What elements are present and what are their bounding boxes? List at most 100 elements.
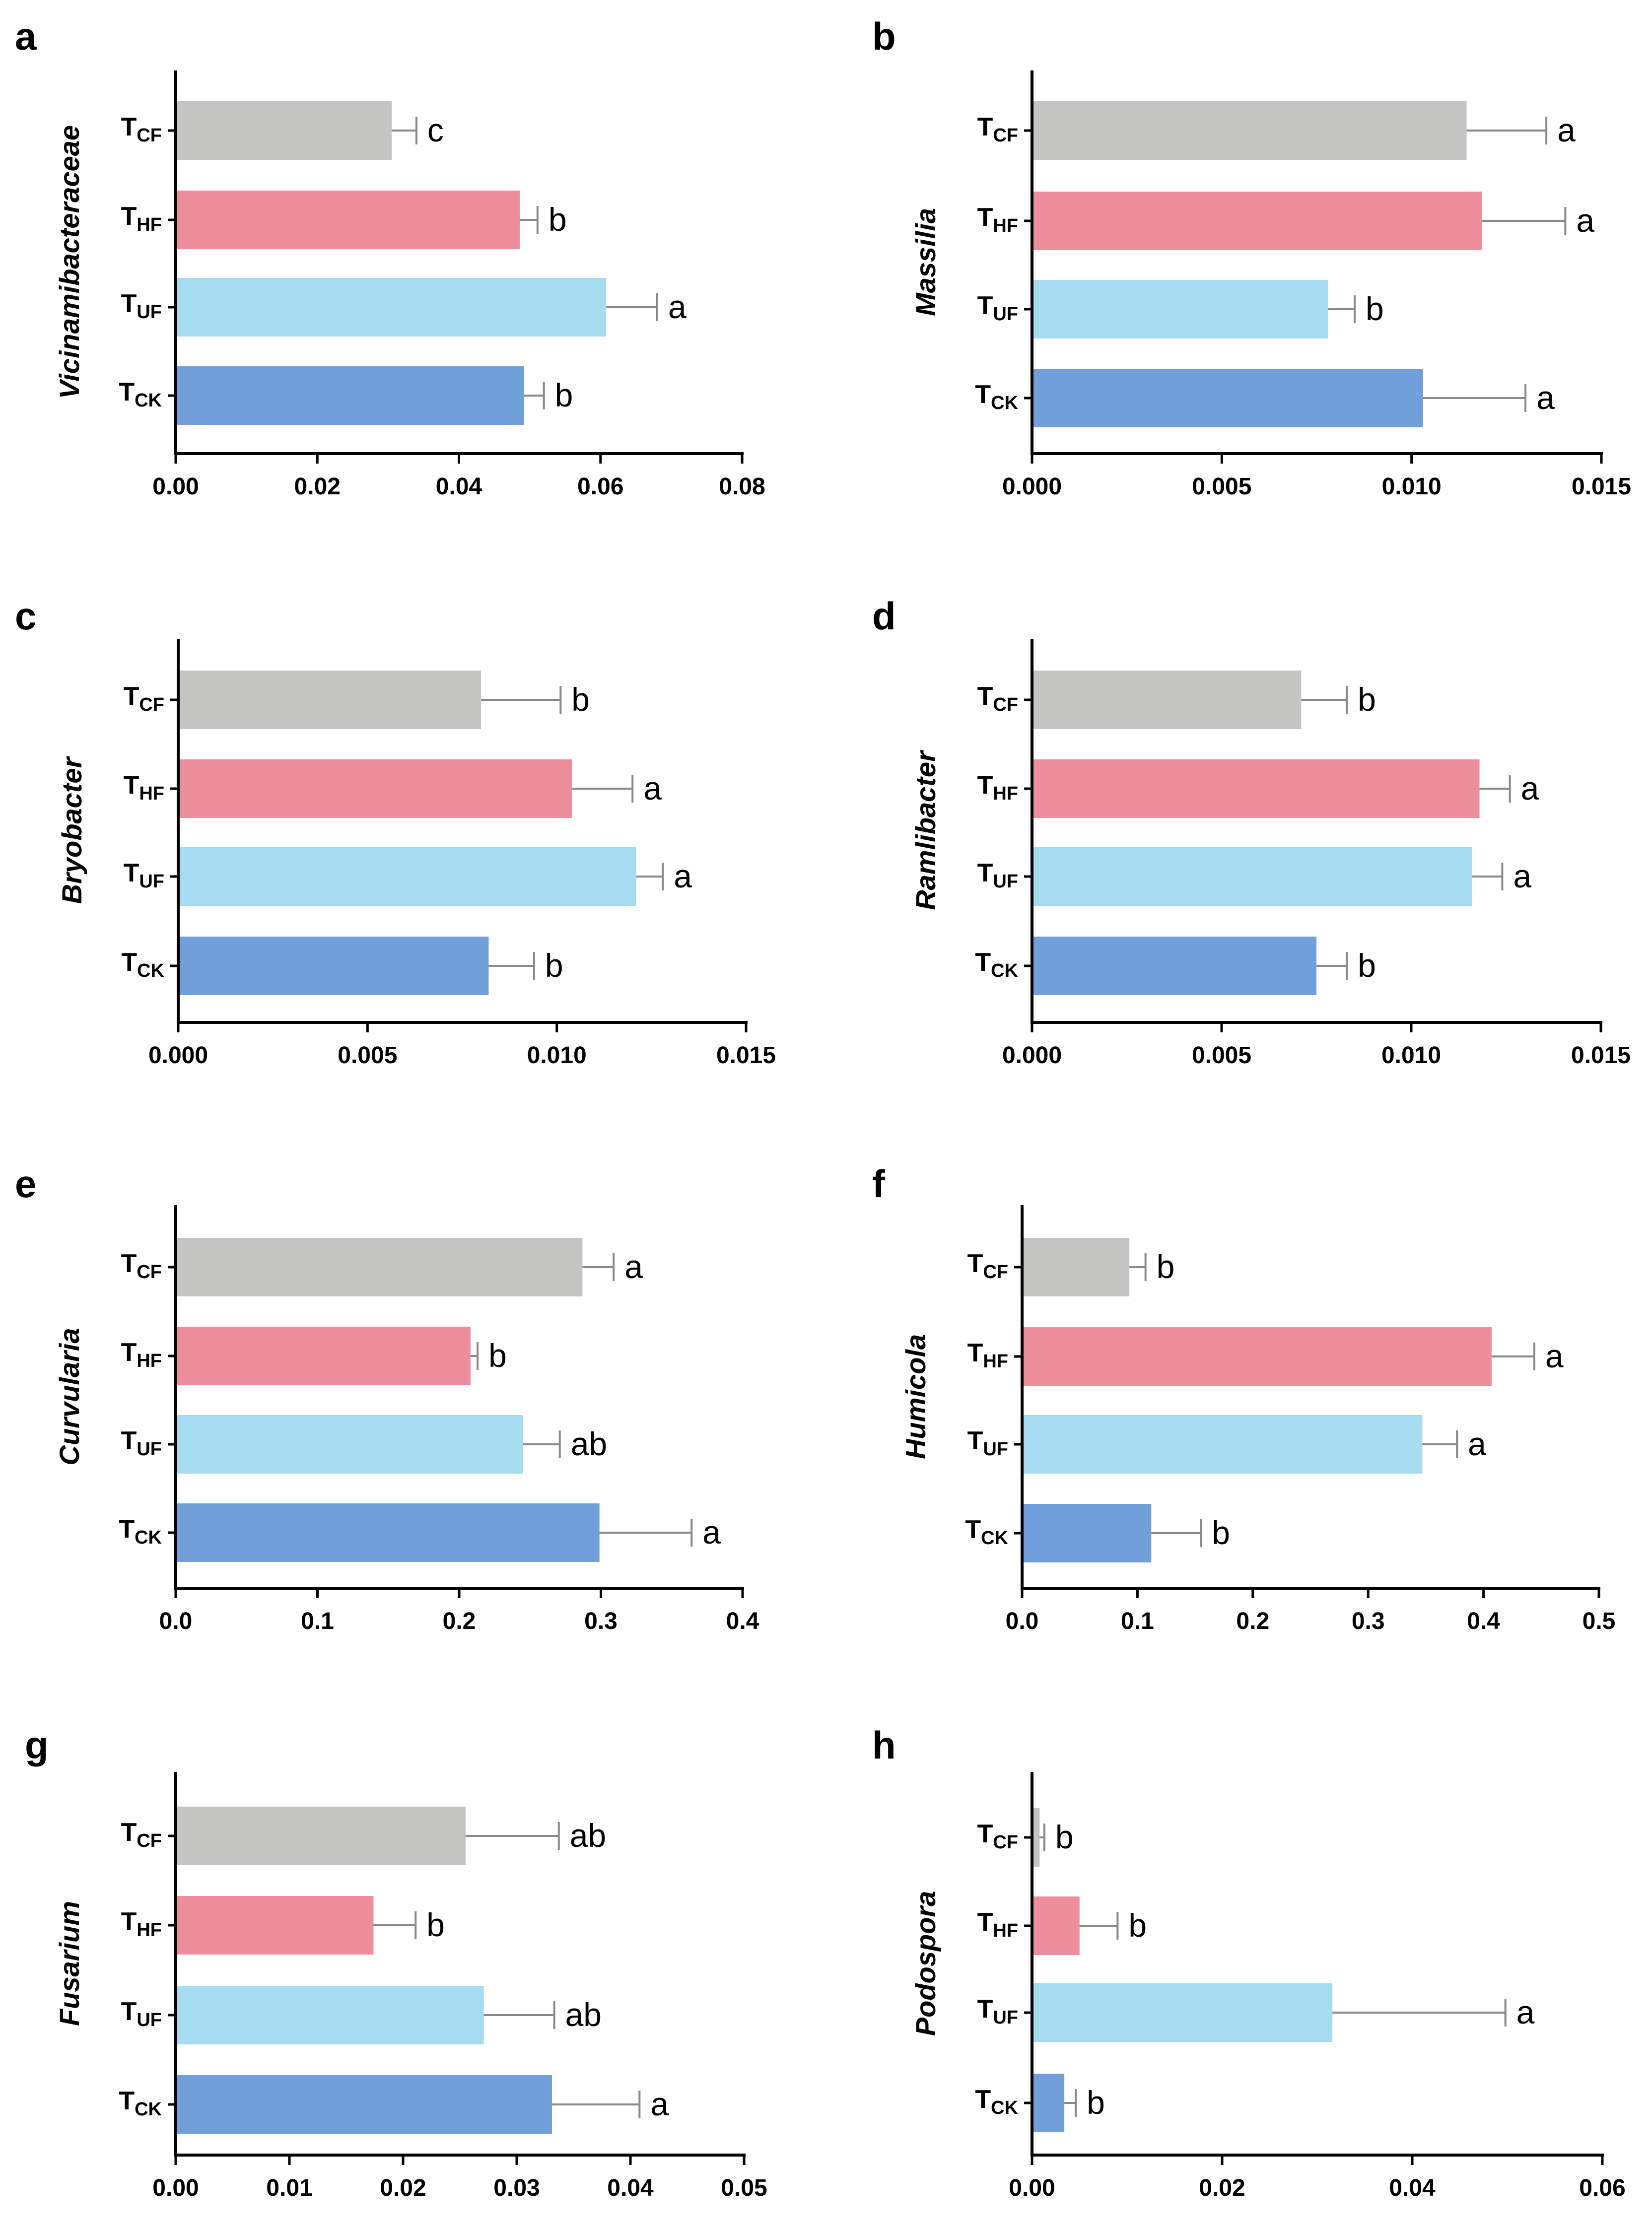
category-label: TCF (967, 1249, 1008, 1283)
x-tick-label: 0.04 (1389, 2175, 1436, 2201)
x-tick-label: 0.04 (436, 473, 482, 500)
significance-letter: b (1128, 1907, 1147, 1944)
significance-letter: b (1366, 290, 1384, 327)
significance-letter: b (1358, 681, 1376, 718)
significance-letter: a (643, 770, 662, 807)
error-bar (551, 2091, 641, 2118)
category-label: TCK (975, 948, 1018, 981)
error-bar (1039, 1824, 1045, 1851)
x-tick-label: 0.2 (1236, 1608, 1269, 1634)
significance-letter: b (1055, 1819, 1074, 1855)
bar-THF (1024, 1327, 1492, 1386)
x-tick-label: 0.005 (1192, 1042, 1251, 1069)
y-axis-title: Vicinamibacteraceae (54, 125, 85, 399)
bar-TCF (1033, 101, 1467, 160)
error-bar (470, 1342, 479, 1370)
error-bar (582, 1253, 615, 1281)
category-label: TUF (121, 1997, 162, 2030)
significance-letter: b (1212, 1514, 1230, 1551)
bar-TUF (177, 1986, 484, 2044)
x-tick-label: 0.05 (721, 2175, 767, 2201)
x-tick-label: 0.010 (1382, 473, 1442, 500)
x-tick-label: 0.000 (1002, 473, 1062, 500)
category-label: THF (977, 771, 1018, 804)
bar-THF (1033, 1896, 1080, 1955)
error-bar (1064, 2089, 1077, 2117)
category-label: TCF (977, 113, 1018, 146)
error-bar (1423, 384, 1527, 412)
x-tick-label: 0.06 (577, 473, 623, 500)
error-bar (524, 382, 545, 409)
bar-TCF (177, 101, 392, 160)
error-bar (373, 1911, 417, 1939)
error-bar (606, 293, 658, 321)
panel-letter: d (872, 594, 896, 638)
x-tick-label: 0.0 (1006, 1608, 1039, 1634)
error-bar (1328, 295, 1356, 323)
category-label: TCF (121, 1249, 162, 1283)
significance-letter: b (571, 681, 590, 718)
x-tick-label: 0.02 (380, 2175, 426, 2201)
category-label: TCK (965, 1515, 1008, 1549)
category-label: THF (977, 203, 1018, 236)
x-tick-label: 0.00 (152, 473, 199, 500)
panel-letter: g (25, 1723, 49, 1767)
bar-TUF (1033, 280, 1328, 338)
category-label: THF (977, 1908, 1018, 1941)
significance-letter: a (1513, 858, 1531, 894)
significance-letter: b (1358, 947, 1376, 984)
category-label: TCK (119, 378, 162, 411)
significance-letter: a (1557, 112, 1576, 148)
category-label: TCK (975, 2085, 1018, 2118)
error-bar (483, 2001, 555, 2029)
significance-letter: a (702, 1514, 721, 1551)
error-bar (392, 117, 417, 144)
error-bar (1151, 1519, 1202, 1547)
significance-letter: b (488, 1337, 507, 1374)
panel-c: c Bryobacter b TCF a THF a TUF b TCK 0.000 0.005 0.0… (15, 594, 776, 1069)
category-label: THF (121, 1907, 162, 1941)
significance-letter: a (1545, 1338, 1564, 1374)
panel-g: g Fusarium ab TCF b THF ab TUF a TCK 0.00 0.01 0.02 0… (25, 1723, 767, 2201)
category-label: TCK (975, 380, 1018, 413)
bar-TCK (1033, 937, 1316, 995)
x-tick-label: 0.010 (1381, 1042, 1441, 1069)
category-label: TCK (119, 2087, 162, 2120)
bar-TUF (180, 847, 636, 906)
significance-letter: a (1576, 202, 1594, 239)
x-tick-label: 0.4 (1467, 1608, 1500, 1634)
category-label: TCF (977, 682, 1018, 715)
bar-TCF (1033, 671, 1302, 729)
error-bar (1479, 775, 1511, 803)
bar-TCK (1033, 369, 1423, 427)
bar-THF (180, 759, 572, 818)
panel-letter: c (15, 594, 36, 638)
bar-THF (177, 1896, 374, 1955)
bar-TCK (177, 366, 524, 425)
significance-letter: b (549, 201, 567, 238)
significance-letter: ab (570, 1817, 606, 1854)
bar-TCK (180, 937, 489, 995)
x-tick-label: 0.1 (301, 1608, 334, 1634)
bar-TCK (1024, 1504, 1152, 1562)
category-label: TCK (119, 1515, 162, 1548)
x-tick-label: 0.03 (493, 2175, 540, 2201)
category-label: THF (121, 202, 162, 235)
category-label: TCF (124, 682, 164, 715)
x-tick-label: 0.000 (148, 1042, 208, 1069)
significance-letter: a (624, 1248, 643, 1285)
x-tick-label: 0.2 (443, 1608, 476, 1634)
bar-THF (1033, 192, 1482, 250)
bar-THF (177, 1327, 471, 1385)
significance-letter: c (427, 112, 444, 148)
panel-letter: f (872, 1162, 886, 1206)
bar-TCF (1024, 1238, 1130, 1296)
x-tick-label: 0.3 (584, 1608, 618, 1634)
significance-letter: ab (571, 1425, 607, 1462)
x-tick-label: 0.015 (716, 1042, 776, 1069)
error-bar (1466, 117, 1548, 144)
bar-TCF (177, 1807, 466, 1865)
category-label: TUF (124, 859, 164, 892)
error-bar (1422, 1430, 1458, 1458)
category-label: THF (121, 1338, 162, 1371)
